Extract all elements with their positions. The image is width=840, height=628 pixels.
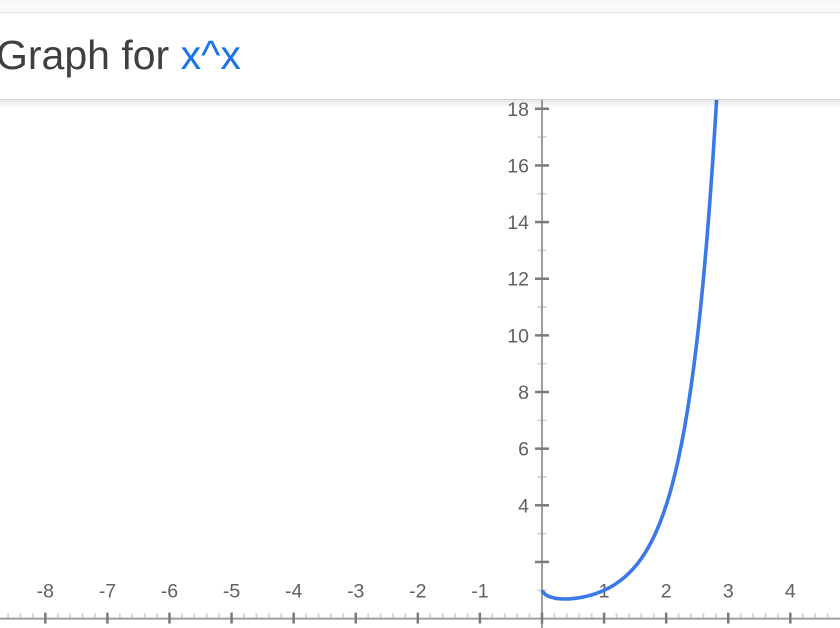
graph-header: Graph for x^x xyxy=(0,14,840,99)
x-tick-label: -5 xyxy=(223,581,240,603)
x-tick-label: -4 xyxy=(285,581,302,603)
graph-title-expression: x^x xyxy=(180,32,241,78)
y-tick-label: 16 xyxy=(507,155,529,177)
plot-area[interactable]: -8 -7 -6 -5 -4 -3 -2 -1 1 2 3 4 4 6 8 10 12 14 16 18 xyxy=(0,100,840,628)
y-tick-label: 18 xyxy=(507,100,529,121)
x-tick-label: 2 xyxy=(661,581,672,603)
x-tick-label: -2 xyxy=(409,581,426,603)
y-tick-label: 12 xyxy=(507,269,529,291)
x-tick-label: 4 xyxy=(785,581,796,603)
header-divider xyxy=(0,99,840,100)
y-tick-label: 14 xyxy=(507,212,529,234)
y-tick-label: 4 xyxy=(518,495,529,517)
y-tick-label: 6 xyxy=(518,439,529,461)
previous-card-edge xyxy=(0,0,840,13)
graph-title-prefix: Graph for xyxy=(0,32,181,78)
x-tick-label: -7 xyxy=(99,581,116,603)
x-tick-label: -1 xyxy=(471,581,488,603)
function-curve xyxy=(540,100,719,601)
y-tick-label: 8 xyxy=(518,382,529,404)
x-tick-label: -8 xyxy=(37,581,54,603)
graph-title: Graph for x^x xyxy=(0,31,241,79)
y-tick-label: 10 xyxy=(507,325,529,347)
x-tick-label: 3 xyxy=(723,581,734,603)
x-tick-label: -3 xyxy=(347,581,364,603)
x-tick-label: -6 xyxy=(161,581,178,603)
